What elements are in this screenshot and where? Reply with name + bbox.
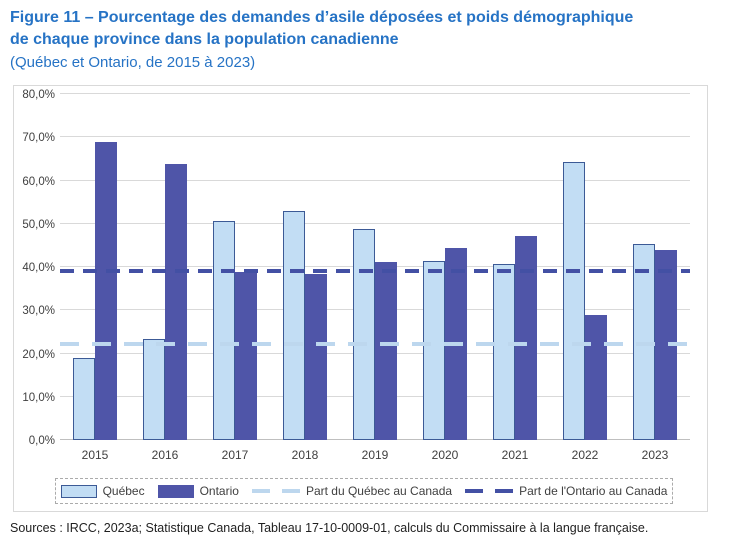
x-tick-label-2021: 2021: [501, 448, 529, 462]
bar-ontario-2022: [585, 315, 607, 440]
y-tick-label-50: 50,0%: [22, 218, 55, 231]
bar-ontario-2019: [375, 261, 397, 440]
legend-swatch-ontario: [157, 484, 194, 498]
y-tick-label-70: 70,0%: [22, 132, 55, 145]
bar-quebec-2019: [353, 228, 375, 440]
bar-group-2018: [270, 210, 340, 440]
bar-ontario-2015: [95, 142, 117, 440]
x-tick-label-2017: 2017: [221, 448, 249, 462]
x-tick-label-2016: 2016: [151, 448, 179, 462]
x-tick-label-2022: 2022: [571, 448, 599, 462]
bar-group-2019: [340, 228, 410, 440]
reference-line-part-de-l-ontario-au-canada: [60, 269, 690, 274]
bar-groups: [60, 94, 690, 440]
gridline-50: [60, 222, 690, 224]
legend-swatch-part-du-quebec-au-canada: [251, 489, 300, 493]
bar-ontario-2017: [235, 272, 257, 440]
source-note: Sources : IRCC, 2023a; Statistique Canad…: [10, 521, 649, 535]
figure-title-block: Figure 11 – Pourcentage des demandes d’a…: [10, 7, 740, 73]
figure-title-line-1: Figure 11 – Pourcentage des demandes d’a…: [10, 9, 634, 26]
legend-item-ontario: Ontario: [157, 484, 239, 498]
bar-quebec-2020: [423, 260, 445, 440]
x-tick-label-2019: 2019: [361, 448, 389, 462]
reference-line-part-du-quebec-au-canada: [60, 342, 690, 347]
y-tick-label-20: 20,0%: [22, 348, 55, 361]
x-tick-label-2020: 2020: [431, 448, 459, 462]
x-axis: 2015 2016 2017 2018 2019 2020 2021 2022 2023: [60, 448, 690, 462]
bar-group-2022: [550, 162, 620, 440]
bar-group-2016: [130, 164, 200, 440]
bar-group-2017: [200, 221, 270, 440]
plot-area: [60, 93, 690, 440]
bar-quebec-2018: [283, 210, 305, 440]
y-tick-label-80: 80,0%: [22, 89, 55, 101]
chart-frame: 0,0% 10,0% 20,0% 30,0% 40,0% 50,0% 60,0% 70,0% 8…: [13, 85, 708, 512]
bar-ontario-2016: [165, 164, 187, 440]
legend-item-quebec: Québec: [60, 484, 145, 498]
y-axis: 0,0% 10,0% 20,0% 30,0% 40,0% 50,0% 60,0% 70,0% 8…: [14, 89, 58, 447]
bar-quebec-2023: [633, 243, 655, 440]
bar-ontario-2021: [515, 236, 537, 440]
y-tick-label-10: 10,0%: [22, 391, 55, 404]
figure-title-line-2: de chaque province dans la population ca…: [10, 31, 399, 48]
gridline-80: [60, 93, 690, 94]
y-tick-label-0: 0,0%: [28, 435, 55, 447]
bar-ontario-2018: [305, 273, 327, 440]
gridline-70: [60, 136, 690, 138]
legend-label-part-du-quebec-au-canada: Part du Québec au Canada: [305, 484, 453, 498]
bar-quebec-2022: [563, 162, 585, 440]
y-tick-label-30: 30,0%: [22, 305, 55, 318]
legend-item-part-de-l-ontario-au-canada: Part de l'Ontario au Canada: [465, 484, 667, 498]
bar-quebec-2015: [73, 357, 95, 440]
legend-swatch-part-de-l-ontario-au-canada: [465, 489, 514, 493]
bar-quebec-2017: [213, 221, 235, 440]
legend-item-part-du-quebec-au-canada: Part du Québec au Canada: [251, 484, 453, 498]
gridline-60: [60, 179, 690, 181]
y-tick-label-60: 60,0%: [22, 175, 55, 188]
bar-quebec-2016: [143, 338, 165, 440]
x-tick-label-2018: 2018: [291, 448, 319, 462]
legend: Québec Ontario Part du Québec au Canada Par…: [55, 478, 673, 504]
legend-label-part-de-l-ontario-au-canada: Part de l'Ontario au Canada: [519, 484, 668, 498]
x-tick-label-2023: 2023: [641, 448, 669, 462]
x-tick-label-2015: 2015: [81, 448, 109, 462]
bar-group-2021: [480, 236, 550, 440]
legend-label-ontario: Ontario: [199, 484, 239, 498]
legend-label-quebec: Québec: [102, 484, 145, 498]
y-tick-label-40: 40,0%: [22, 262, 55, 274]
legend-swatch-quebec: [60, 484, 97, 498]
figure-subtitle: (Québec et Ontario, de 2015 à 2023): [10, 54, 256, 71]
bar-group-2015: [60, 142, 130, 440]
bar-quebec-2021: [493, 263, 515, 440]
